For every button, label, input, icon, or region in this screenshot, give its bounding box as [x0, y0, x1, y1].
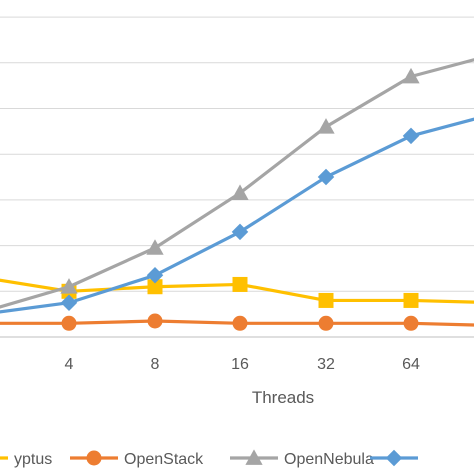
x-tick-label: 8: [151, 356, 160, 373]
x-tick-label: 4: [65, 356, 74, 373]
data-point: [232, 315, 248, 331]
legend-item: yptus: [0, 451, 52, 468]
series-group: [0, 58, 474, 331]
legend-marker: [86, 450, 102, 466]
series-opennebula: [0, 58, 474, 309]
data-point: [146, 267, 164, 284]
x-tick-label: 64: [402, 356, 420, 373]
series-line: [0, 58, 474, 309]
legend-label: OpenNebula: [284, 451, 374, 468]
series-eucalyptus: [0, 276, 474, 308]
legend-label: OpenStack: [124, 451, 204, 468]
data-point: [60, 278, 78, 294]
data-point: [317, 168, 335, 186]
data-point: [61, 315, 77, 331]
data-point: [231, 223, 249, 241]
series-series-4: [0, 117, 474, 314]
data-point: [403, 292, 419, 308]
x-axis-title: Threads: [252, 388, 314, 407]
legend-item: OpenStack: [70, 450, 204, 468]
data-point: [231, 184, 249, 200]
legend-item: OpenNebula: [230, 449, 374, 468]
legend-label: yptus: [14, 451, 52, 468]
legend: yptus OpenStack OpenNebula: [0, 449, 418, 468]
x-tick-label: 32: [317, 356, 335, 373]
data-point: [402, 127, 420, 145]
x-tick-labels: 4 8 16 32 64: [65, 356, 420, 373]
data-point: [318, 315, 334, 331]
data-point: [146, 239, 164, 255]
legend-marker: [245, 449, 263, 465]
data-point: [232, 276, 248, 292]
legend-marker: [385, 449, 403, 467]
data-point: [147, 313, 163, 329]
data-point: [60, 294, 78, 311]
legend-item: [370, 449, 418, 467]
data-point: [317, 118, 335, 134]
data-point: [402, 67, 420, 84]
data-point: [147, 279, 163, 295]
series-openstack: [0, 313, 474, 331]
data-point: [403, 315, 419, 331]
x-tick-label: 16: [231, 356, 249, 373]
data-point: [318, 292, 334, 308]
